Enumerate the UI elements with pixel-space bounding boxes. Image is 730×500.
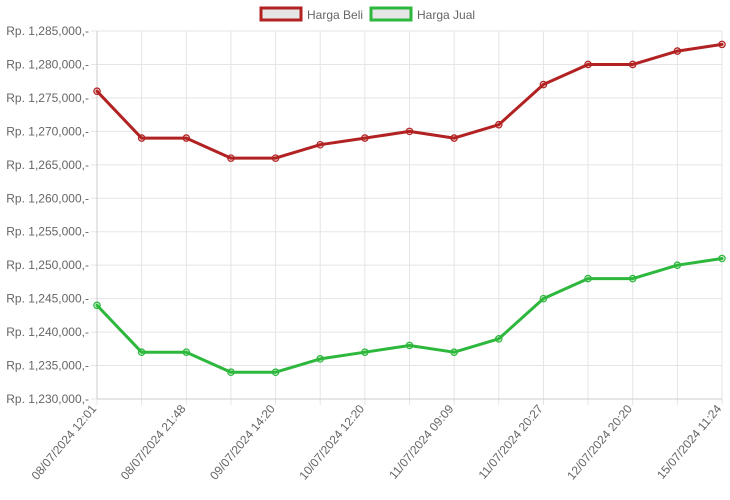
y-tick-label: Rp. 1,230,000,- <box>6 392 89 406</box>
x-tick-label: 15/07/2024 11:24 <box>654 402 724 482</box>
data-point <box>718 40 726 49</box>
data-point <box>673 47 682 55</box>
y-tick-label: Rp. 1,265,000,- <box>6 158 89 172</box>
y-tick-label: Rp. 1,235,000,- <box>6 359 89 373</box>
y-tick-label: Rp. 1,260,000,- <box>6 191 89 205</box>
data-point <box>718 254 726 263</box>
data-point <box>494 120 503 129</box>
data-point <box>673 261 682 269</box>
y-tick-label: Rp. 1,275,000,- <box>6 91 89 105</box>
data-point <box>227 368 235 377</box>
data-point <box>539 294 548 303</box>
data-point <box>405 127 414 136</box>
y-axis-tick-labels: Rp. 1,285,000,- Rp. 1,280,000,- Rp. 1,275,… <box>6 24 89 406</box>
x-tick-label: 10/07/2024 12:20 <box>296 402 367 483</box>
data-point <box>93 87 101 96</box>
data-point <box>361 348 369 356</box>
data-point <box>182 348 191 356</box>
data-point <box>227 154 235 162</box>
data-point <box>137 348 146 356</box>
data-point <box>93 301 101 310</box>
x-tick-label: 11/07/2024 20:27 <box>476 402 546 482</box>
data-point <box>628 274 637 283</box>
legend-label: Harga Beli <box>307 8 363 22</box>
series-line-harga-beli <box>95 42 724 160</box>
y-tick-label: Rp. 1,250,000,- <box>6 258 89 272</box>
data-point <box>450 348 458 356</box>
x-tick-label: 09/07/2024 14:20 <box>207 402 278 483</box>
y-tick-label: Rp. 1,280,000,- <box>6 57 89 71</box>
x-tick-label: 11/07/2024 09:09 <box>386 402 456 482</box>
data-point <box>182 134 191 142</box>
data-point <box>584 274 592 283</box>
y-tick-label: Rp. 1,240,000,- <box>6 325 89 339</box>
data-point <box>137 134 146 142</box>
y-tick-label: Rp. 1,245,000,- <box>6 292 89 306</box>
chart-series <box>93 40 726 377</box>
x-tick-label: 08/07/2024 21:48 <box>118 402 189 483</box>
chart-legend: Harga Beli Harga Jual <box>259 6 475 22</box>
legend-label: Harga Jual <box>417 8 475 22</box>
data-point <box>539 80 548 89</box>
y-tick-label: Rp. 1,270,000,- <box>6 124 89 138</box>
series-line-harga-jual <box>95 257 724 374</box>
data-point <box>271 154 280 162</box>
data-point <box>361 134 369 142</box>
data-point <box>450 134 458 142</box>
legend-swatch <box>259 6 303 22</box>
data-point <box>584 60 592 69</box>
data-point <box>316 140 325 149</box>
x-tick-label: 08/07/2024 12:01 <box>29 402 100 483</box>
y-tick-label: Rp. 1,285,000,- <box>6 24 89 38</box>
data-point <box>628 60 637 69</box>
data-point <box>271 368 280 377</box>
data-point <box>316 355 325 363</box>
data-point <box>494 334 503 343</box>
x-axis-tick-labels: 08/07/2024 12:01 08/07/2024 21:48 09/07/20… <box>29 402 725 483</box>
x-tick-label: 12/07/2024 20:20 <box>564 402 635 483</box>
y-tick-label: Rp. 1,255,000,- <box>6 225 89 239</box>
legend-swatch <box>369 6 413 22</box>
data-point <box>405 341 414 350</box>
